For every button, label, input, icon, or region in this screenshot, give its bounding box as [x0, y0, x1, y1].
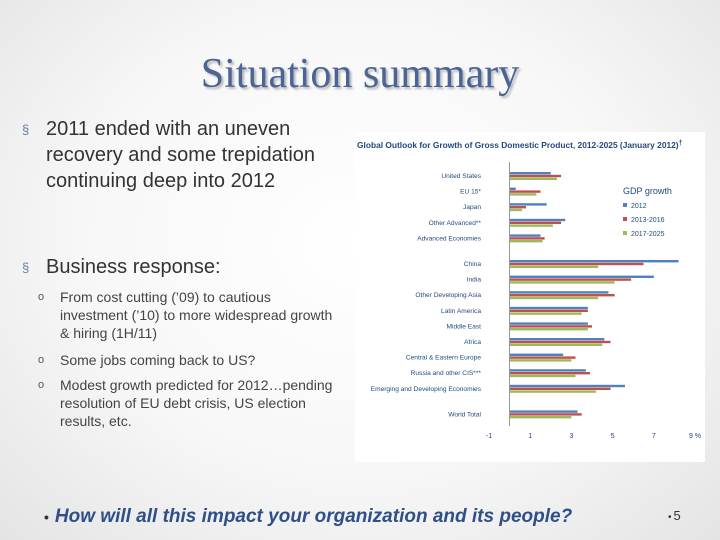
bar-2012 [509, 338, 605, 341]
sub-bullet-item: o From cost cutting (’09) to cautious in… [38, 288, 338, 342]
bar-2017-2025 [509, 343, 603, 346]
circle-bullet-icon: o [38, 354, 45, 366]
sub-bullet-item: o Modest growth predicted for 2012…pendi… [38, 376, 338, 430]
bar-2017-2025 [509, 312, 582, 315]
bar-2017-2025 [509, 193, 537, 196]
bar-2012 [509, 384, 625, 388]
bar-2012 [509, 275, 654, 278]
closing-question-text: How will all this impact your organizati… [54, 506, 573, 527]
bar-2013-2016 [509, 309, 588, 312]
bar-2017-2025 [509, 359, 572, 362]
category-label: Other Advanced** [429, 220, 482, 227]
category-label: Advanced Economies [417, 235, 481, 242]
legend-swatch [623, 231, 627, 235]
bar-2012 [509, 353, 564, 356]
bar-2017-2025 [509, 177, 557, 180]
bar-2012 [509, 306, 588, 310]
category-label: Latin America [441, 308, 481, 315]
bar-2013-2016 [509, 294, 615, 297]
category-label: Central & Eastern Europe [406, 355, 481, 362]
chart-title-mark: † [679, 140, 683, 147]
bar-2017-2025 [509, 374, 576, 378]
bar-2013-2016 [509, 387, 611, 390]
bar-2012 [509, 187, 516, 190]
category-label: Emerging and Developing Economies [371, 386, 482, 393]
gdp-chart-svg: Global Outlook for Growth of Gross Domes… [357, 140, 701, 440]
square-bullet-icon: § [22, 122, 30, 137]
bar-2012 [509, 369, 586, 372]
bar-2017-2025 [509, 390, 597, 393]
page-number-text: 5 [673, 508, 681, 523]
bar-2012 [509, 291, 609, 294]
bar-2013-2016 [509, 340, 611, 344]
bar-2012 [509, 203, 547, 206]
bar-2012 [509, 322, 588, 325]
bar-2013-2016 [509, 206, 527, 209]
circle-bullet-icon: o [38, 379, 45, 391]
bar-2012 [509, 172, 551, 175]
bar-2012 [509, 234, 541, 237]
chart-title: Global Outlook for Growth of Gross Domes… [357, 140, 683, 150]
x-tick-label: 5 [611, 433, 615, 440]
bar-2013-2016 [509, 278, 632, 281]
bullet-text: 2011 ended with an uneven recovery and s… [46, 118, 316, 192]
sub-bullet-text: Modest growth predicted for 2012…pending… [60, 377, 333, 429]
bullet-item: § 2011 ended with an uneven recovery and… [22, 116, 352, 194]
category-label: Africa [464, 339, 481, 346]
x-tick-label: 9 % [689, 433, 701, 440]
square-bullet-icon: § [22, 260, 30, 275]
category-label: Other Developing Asia [415, 292, 481, 299]
category-label: United States [441, 173, 481, 180]
x-tick-label: 1 [528, 433, 532, 440]
legend-title: GDP growth [623, 186, 672, 196]
x-tick-label: -1 [486, 433, 492, 440]
bar-2017-2025 [509, 265, 599, 268]
legend-label: 2012 [631, 203, 647, 210]
bar-2012 [509, 218, 566, 222]
category-label: China [464, 261, 482, 268]
sub-bullet-text: From cost cutting (’09) to cautious inve… [60, 289, 333, 341]
bar-2017-2025 [509, 208, 522, 212]
legend-swatch [623, 217, 627, 221]
bullet-dot-icon: • [668, 512, 672, 523]
bar-2013-2016 [509, 356, 576, 359]
closing-question: • How will all this impact your organizat… [44, 506, 572, 528]
sub-bullet-text: Some jobs coming back to US? [60, 352, 256, 368]
category-label: World Total [448, 411, 481, 418]
circle-bullet-icon: o [38, 291, 45, 303]
bullet-text: Business response: [46, 256, 221, 278]
bar-2013-2016 [509, 372, 590, 375]
x-tick-label: 3 [569, 433, 573, 440]
bar-2013-2016 [509, 325, 592, 328]
bar-2017-2025 [509, 240, 543, 243]
bar-2017-2025 [509, 281, 615, 284]
page-number: • 5 [668, 508, 681, 523]
gdp-chart: Global Outlook for Growth of Gross Domes… [355, 132, 705, 462]
category-label: Japan [463, 204, 481, 211]
category-label: EU 15* [460, 189, 481, 196]
bar-2017-2025 [509, 224, 553, 227]
sub-bullet-item: o Some jobs coming back to US? [38, 351, 338, 369]
slide-title: Situation summary [200, 51, 520, 97]
bar-2017-2025 [509, 416, 572, 419]
bar-2017-2025 [509, 296, 599, 300]
bar-2013-2016 [509, 190, 541, 193]
legend-label: 2013-2016 [631, 217, 665, 224]
bar-2017-2025 [509, 328, 588, 331]
category-label: Russia and other CIS*** [411, 370, 482, 377]
bar-2012 [509, 410, 578, 413]
bar-2013-2016 [509, 174, 562, 178]
category-label: India [467, 277, 482, 284]
bar-2013-2016 [509, 262, 644, 266]
bar-2013-2016 [509, 221, 562, 224]
bar-2013-2016 [509, 237, 545, 240]
legend-swatch [623, 203, 627, 207]
bullet-dot-icon: • [44, 509, 49, 525]
bar-2013-2016 [509, 413, 582, 416]
legend-label: 2017-2025 [631, 231, 665, 238]
category-label: Middle East [447, 323, 482, 330]
bar-2012 [509, 260, 679, 263]
bullet-item: § Business response: [22, 254, 352, 280]
x-tick-label: 7 [652, 433, 656, 440]
